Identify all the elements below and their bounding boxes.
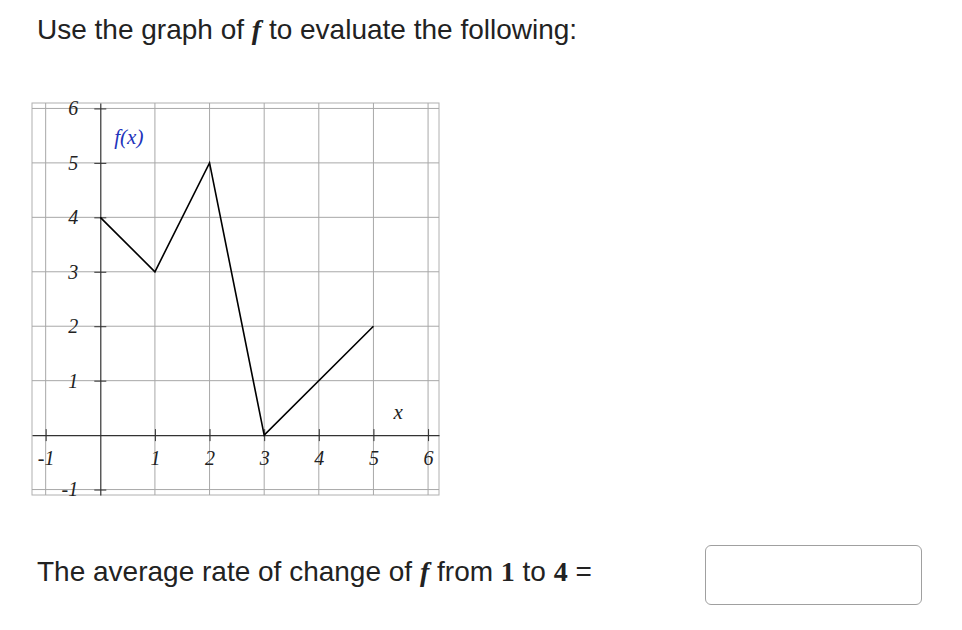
y-tick: 5 — [68, 152, 106, 174]
tick-mark — [94, 163, 106, 164]
text: from — [429, 556, 501, 587]
tick-mark — [155, 429, 156, 441]
y-tick: 6 — [68, 97, 106, 119]
grid-line — [32, 217, 439, 218]
y-tick-label: 3 — [67, 261, 78, 283]
emphasis: f — [252, 14, 261, 45]
prompt: Use the graph of f to evaluate the follo… — [37, 14, 577, 46]
y-tick-label: 1 — [68, 370, 78, 392]
grid-line — [32, 271, 439, 272]
text: to evaluate the following: — [261, 14, 577, 45]
x-tick: 6 — [424, 429, 434, 469]
y-tick-label: 4 — [68, 206, 78, 228]
tick-mark — [94, 326, 106, 327]
answer-input[interactable] — [705, 545, 922, 605]
tick-mark — [94, 108, 106, 109]
y-axis-line — [100, 104, 101, 496]
x-tick-label: 6 — [424, 447, 434, 469]
text: Use the graph of — [37, 14, 252, 45]
grid-line — [32, 162, 439, 163]
x-tick: 4 — [314, 429, 324, 469]
grid-line — [32, 489, 439, 490]
grid-line — [32, 108, 439, 109]
tick-mark — [94, 272, 106, 273]
x-tick: 5 — [369, 429, 379, 469]
y-tick-label: 6 — [68, 97, 78, 119]
y-axis-title: f(x) — [114, 125, 143, 149]
question: The average rate of change of f from 1 t… — [37, 556, 592, 588]
text: = — [568, 556, 592, 587]
y-tick-label: 5 — [68, 152, 78, 174]
x-tick-label: 3 — [259, 447, 270, 469]
chart: -1 1 2 3 4 5 6 -1 1 2 3 4 5 6 f(x) x — [0, 0, 962, 630]
tick-mark — [373, 429, 374, 441]
x-axis-line — [33, 435, 440, 436]
grid-line — [32, 326, 439, 327]
x-tick: 1 — [150, 429, 160, 469]
x-axis: -1 1 2 3 4 5 6 — [33, 429, 440, 469]
y-tick: 2 — [68, 315, 106, 337]
y-tick: 1 — [68, 370, 106, 392]
emphasis: f — [420, 556, 429, 587]
emphasis: 1 — [501, 556, 515, 587]
x-tick: 2 — [205, 429, 215, 469]
x-tick-label: 5 — [369, 447, 379, 469]
tick-mark — [94, 381, 106, 382]
y-axis: -1 1 2 3 4 5 6 — [62, 97, 107, 500]
plot-frame — [32, 103, 439, 495]
x-tick: -1 — [38, 429, 55, 469]
tick-mark — [94, 490, 106, 491]
tick-mark — [210, 429, 211, 441]
y-tick-label: 2 — [68, 315, 78, 337]
x-tick-label: 4 — [314, 447, 324, 469]
x-tick-label: 2 — [205, 447, 215, 469]
y-tick: -1 — [62, 478, 107, 500]
x-axis-title: x — [392, 400, 403, 424]
tick-mark — [428, 429, 429, 441]
text: to — [515, 556, 554, 587]
tick-mark — [319, 429, 320, 441]
f-line — [100, 163, 373, 435]
text: The average rate of change of — [37, 556, 420, 587]
x-tick-label: -1 — [38, 447, 55, 469]
grid-line — [32, 380, 439, 381]
y-tick-label: -1 — [62, 478, 79, 500]
tick-mark — [46, 429, 47, 441]
emphasis: 4 — [554, 556, 568, 587]
x-tick-label: 1 — [150, 447, 160, 469]
y-tick: 3 — [67, 261, 106, 283]
plot-marks — [100, 163, 373, 435]
grid — [32, 103, 439, 495]
